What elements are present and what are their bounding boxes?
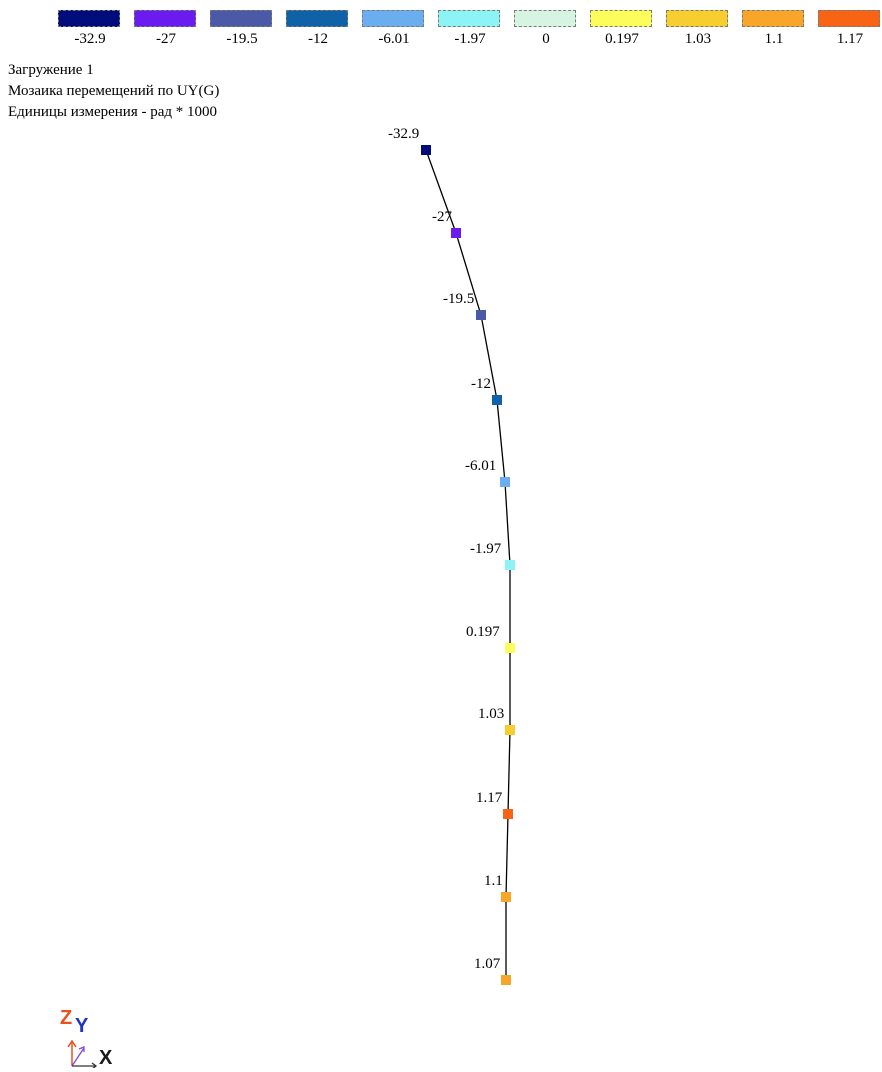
node-markers [421, 145, 515, 985]
legend-item: 0 [514, 10, 578, 50]
legend-item: 1.03 [666, 10, 730, 50]
y-axis-label: Y [75, 1015, 89, 1037]
deformed-beam-line [425, 149, 511, 980]
legend-label: -32.9 [74, 31, 106, 47]
node-marker [500, 477, 510, 487]
legend-swatch [58, 10, 120, 27]
node-marker [505, 643, 515, 653]
z-axis-label: Z [60, 1007, 73, 1029]
legend-swatch [134, 10, 196, 27]
node-value-label: -27 [432, 209, 452, 225]
legend-label: -27 [156, 31, 176, 47]
legend-item: 0.197 [590, 10, 654, 50]
node-marker [503, 809, 513, 819]
node-marker [501, 975, 511, 985]
legend-label: -12 [308, 31, 328, 47]
node-value-label: -32.9 [388, 126, 419, 142]
legend-item: -12 [286, 10, 350, 50]
axes-icon [67, 1039, 98, 1068]
coordinate-axes: Z Y X [60, 1008, 140, 1068]
load-info: Загружение 1 Мозаика перемещений по UY(G… [8, 60, 219, 123]
legend-swatch [514, 10, 576, 27]
node-marker [476, 310, 486, 320]
legend-swatch [210, 10, 272, 27]
legend-swatch [438, 10, 500, 27]
legend-item: 1.17 [818, 10, 882, 50]
node-marker [501, 892, 511, 902]
node-value-label: 0.197 [466, 624, 500, 640]
units-label: Единицы измерения - рад * 1000 [8, 104, 218, 120]
node-value-label: 1.07 [474, 956, 501, 972]
legend-swatch [666, 10, 728, 27]
legend-label: 1.1 [764, 31, 784, 47]
node-marker [505, 725, 515, 735]
node-value-labels: -32.9 -27 -19.5 -12 -6.01 -1.97 0.197 1.03 1.17 1… [388, 126, 504, 972]
node-marker [451, 228, 461, 238]
node-value-label: -12 [471, 376, 491, 392]
legend-label: 0 [542, 31, 550, 47]
legend-swatch [590, 10, 652, 27]
legend-item: 1.1 [742, 10, 806, 50]
node-marker [492, 395, 502, 405]
legend-item: -19.5 [210, 10, 274, 50]
node-value-label: 1.03 [478, 706, 504, 722]
legend-label: 1.17 [836, 31, 864, 47]
legend-item: -6.01 [362, 10, 426, 50]
legend-swatch [362, 10, 424, 27]
load-case-label: Загружение 1 [8, 62, 94, 78]
mosaic-title: Мозаика перемещений по UY(G) [8, 83, 220, 99]
legend-item: -1.97 [438, 10, 502, 50]
node-value-label: 1.1 [484, 873, 503, 889]
node-value-label: 1.17 [476, 790, 503, 806]
x-axis-label: X [99, 1047, 113, 1069]
legend-label: 0.197 [605, 31, 639, 47]
node-marker [505, 560, 515, 570]
legend-label: -6.01 [378, 31, 410, 47]
node-value-label: -6.01 [465, 458, 496, 474]
node-value-label: -19.5 [443, 291, 474, 307]
legend-label: 1.03 [684, 31, 712, 47]
color-legend: -32.9 -27 -19.5 -12 -6.01 -1.97 0 0.197 1.03 1.1 1… [58, 10, 882, 58]
node-marker [421, 145, 431, 155]
legend-label: -19.5 [226, 31, 258, 47]
legend-swatch [742, 10, 804, 27]
legend-label: -1.97 [454, 31, 486, 47]
legend-swatch [286, 10, 348, 27]
legend-swatch [818, 10, 880, 27]
legend-item: -27 [134, 10, 198, 50]
node-value-label: -1.97 [470, 541, 502, 557]
legend-item: -32.9 [58, 10, 122, 50]
